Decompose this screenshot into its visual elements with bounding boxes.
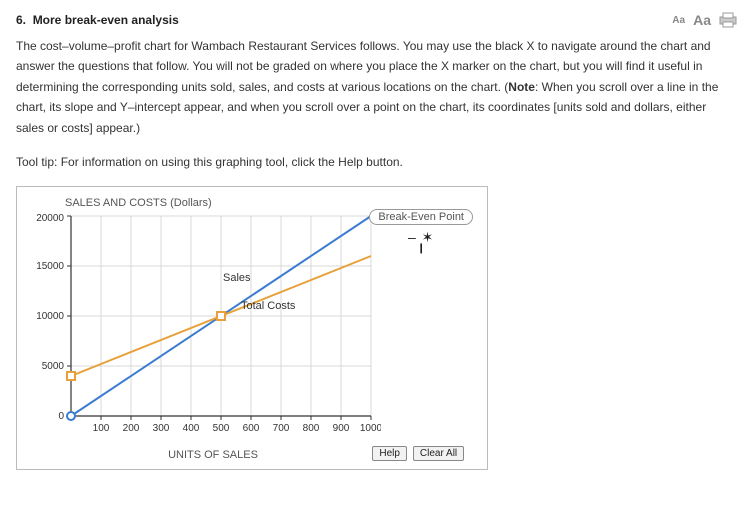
header-tools: Aa Aa [672, 12, 737, 28]
question-body: The cost–volume–profit chart for Wambach… [16, 36, 737, 138]
question-title-text: More break-even analysis [33, 13, 179, 27]
break-even-marker[interactable] [217, 312, 225, 320]
font-size-large-button[interactable]: Aa [693, 12, 711, 28]
costs-origin-marker[interactable] [67, 372, 75, 380]
print-icon[interactable] [719, 12, 737, 28]
y-tick-15000: 15000 [36, 261, 64, 272]
x-tick-400: 400 [183, 423, 200, 434]
y-tick-20000: 20000 [36, 213, 64, 224]
y-axis-title: SALES AND COSTS (Dollars) [65, 197, 481, 209]
x-tick-100: 100 [93, 423, 110, 434]
legend-break-even-label: Break-Even Point [369, 209, 473, 225]
x-tick-500: 500 [213, 423, 230, 434]
origin-marker[interactable] [67, 412, 75, 420]
sales-label: Sales [223, 272, 251, 284]
font-size-small-button[interactable]: Aa [672, 15, 685, 26]
help-button[interactable]: Help [372, 446, 407, 461]
legend-break-even-sub: ❙ [369, 246, 473, 252]
legend: Break-Even Point – ✶ ❙ [369, 209, 473, 252]
x-tick-800: 800 [303, 423, 320, 434]
x-axis-title: UNITS OF SALES [63, 449, 363, 461]
x-tick-200: 200 [123, 423, 140, 434]
y-tick-0: 0 [58, 411, 64, 422]
x-tick-600: 600 [243, 423, 260, 434]
tooltip-line: Tool tip: For information on using this … [16, 152, 737, 172]
total-costs-label: Total Costs [241, 300, 296, 312]
cvp-chart[interactable]: Sales Total Costs 0 5000 10000 15000 200… [31, 211, 381, 446]
x-tick-700: 700 [273, 423, 290, 434]
chart-frame: SALES AND COSTS (Dollars) [16, 186, 488, 470]
clear-all-button[interactable]: Clear All [413, 446, 464, 461]
x-tick-300: 300 [153, 423, 170, 434]
note-label: Note [508, 80, 535, 94]
question-number: 6. [16, 13, 26, 27]
x-tick-1000: 1000 [360, 423, 381, 434]
question-title: 6. More break-even analysis [16, 13, 179, 27]
y-tick-5000: 5000 [42, 361, 65, 372]
x-tick-900: 900 [333, 423, 350, 434]
y-tick-10000: 10000 [36, 311, 64, 322]
